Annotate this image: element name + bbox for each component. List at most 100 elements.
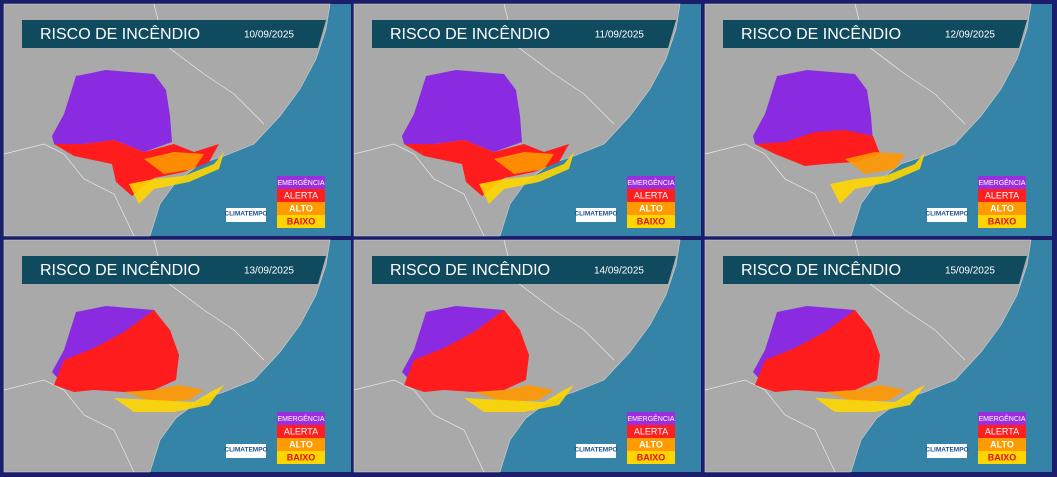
title-banner — [22, 256, 326, 284]
legend-label: ALTO — [289, 203, 313, 213]
legend-label: EMERGÊNCIA — [277, 178, 324, 187]
legend-swatch — [978, 451, 1026, 464]
map-panel: RISCO DE INCÊNDIO 12/09/2025 EMERGÊNCIA ALE… — [704, 3, 1052, 237]
legend-label: BAIXO — [988, 452, 1017, 462]
title-banner — [372, 20, 676, 48]
risk-alert — [755, 310, 880, 392]
legend-swatch — [978, 189, 1026, 202]
legend-swatch — [627, 412, 675, 425]
brand-logo: CLIMATEMPO — [224, 447, 267, 454]
risk-low — [479, 152, 574, 204]
map-panel: RISCO DE INCÊNDIO 15/09/2025 EMERGÊNCIA ALE… — [704, 239, 1052, 473]
title-banner — [723, 20, 1027, 48]
legend-swatch — [277, 451, 325, 464]
legend-swatch — [627, 189, 675, 202]
legend-swatch — [277, 189, 325, 202]
risk-alert — [755, 130, 880, 166]
legend-swatch — [978, 215, 1026, 228]
brand-box — [927, 208, 967, 222]
legend-label: BAIXO — [637, 216, 666, 226]
panel-date: 10/09/2025 — [244, 30, 294, 41]
legend-swatch — [978, 202, 1026, 215]
panel-title: RISCO DE INCÊNDIO — [40, 260, 200, 279]
brand-box — [226, 444, 266, 458]
panel-date: 13/09/2025 — [244, 266, 294, 277]
title-banner — [372, 256, 676, 284]
legend-label: ALTO — [289, 439, 313, 449]
legend-swatch — [978, 176, 1026, 189]
legend-label: ALERTA — [634, 426, 668, 436]
legend-swatch — [277, 202, 325, 215]
panel-date: 14/09/2025 — [594, 266, 644, 277]
risk-low — [464, 385, 574, 412]
legend-label: ALERTA — [634, 190, 668, 200]
state-border — [353, 379, 485, 473]
panel-date: 11/09/2025 — [595, 30, 645, 41]
state-border — [3, 379, 135, 473]
legend-swatch — [277, 215, 325, 228]
risk-alert — [404, 310, 529, 392]
legend-swatch — [627, 215, 675, 228]
panel-title: RISCO DE INCÊNDIO — [40, 24, 200, 43]
brand-logo: CLIMATEMPO — [574, 447, 617, 454]
legend-label: ALERTA — [985, 426, 1019, 436]
risk-low — [815, 385, 925, 412]
brand-box — [576, 208, 616, 222]
brand-logo: CLIMATEMPO — [925, 447, 968, 454]
risk-low — [129, 152, 224, 204]
risk-high — [474, 385, 554, 402]
risk-high — [825, 385, 905, 402]
legend-swatch — [978, 425, 1026, 438]
map-panel: RISCO DE INCÊNDIO 13/09/2025 EMERGÊNCIA ALE… — [3, 239, 351, 473]
legend-label: ALERTA — [284, 426, 318, 436]
risk-emergency — [52, 70, 172, 152]
brand-box — [226, 208, 266, 222]
legend-swatch — [277, 412, 325, 425]
map-panel: RISCO DE INCÊNDIO 11/09/2025 EMERGÊNCIA ALE… — [353, 3, 701, 237]
legend-swatch — [627, 425, 675, 438]
brand-logo: CLIMATEMPO — [224, 211, 267, 218]
map-panel: RISCO DE INCÊNDIO 14/09/2025 EMERGÊNCIA ALE… — [353, 239, 701, 473]
panel-date: 12/09/2025 — [945, 30, 995, 41]
panel-title: RISCO DE INCÊNDIO — [390, 260, 550, 279]
title-banner — [723, 256, 1027, 284]
legend-swatch — [627, 202, 675, 215]
risk-high — [124, 385, 204, 402]
legend-swatch — [978, 412, 1026, 425]
legend-swatch — [627, 438, 675, 451]
risk-low — [830, 152, 925, 204]
legend-swatch — [978, 438, 1026, 451]
map-panel: RISCO DE INCÊNDIO 10/09/2025 EMERGÊNCIA ALE… — [3, 3, 351, 237]
legend-label: EMERGÊNCIA — [978, 414, 1025, 423]
brand-logo: CLIMATEMPO — [925, 211, 968, 218]
brand-logo: CLIMATEMPO — [574, 211, 617, 218]
legend-label: ALERTA — [985, 190, 1019, 200]
risk-emergency — [402, 70, 522, 152]
legend-label: ALTO — [639, 439, 663, 449]
risk-high — [845, 152, 905, 174]
brand-box — [576, 444, 616, 458]
brand-box — [927, 444, 967, 458]
panel-title: RISCO DE INCÊNDIO — [741, 24, 901, 43]
panel-date: 15/09/2025 — [945, 266, 995, 277]
legend-label: BAIXO — [287, 216, 316, 226]
legend-label: BAIXO — [637, 452, 666, 462]
legend-label: EMERGÊNCIA — [627, 414, 674, 423]
state-border — [704, 379, 836, 473]
legend-label: BAIXO — [287, 452, 316, 462]
panel-title: RISCO DE INCÊNDIO — [741, 260, 901, 279]
legend-swatch — [277, 425, 325, 438]
legend-label: ALTO — [990, 439, 1014, 449]
state-border — [353, 143, 485, 237]
risk-high — [494, 152, 554, 174]
legend-swatch — [627, 176, 675, 189]
legend-swatch — [277, 176, 325, 189]
risk-alert — [54, 310, 179, 392]
legend-label: EMERGÊNCIA — [627, 178, 674, 187]
legend-label: BAIXO — [988, 216, 1017, 226]
risk-high — [144, 152, 204, 174]
legend-label: ALTO — [990, 203, 1014, 213]
legend-label: ALERTA — [284, 190, 318, 200]
state-border — [704, 143, 836, 237]
